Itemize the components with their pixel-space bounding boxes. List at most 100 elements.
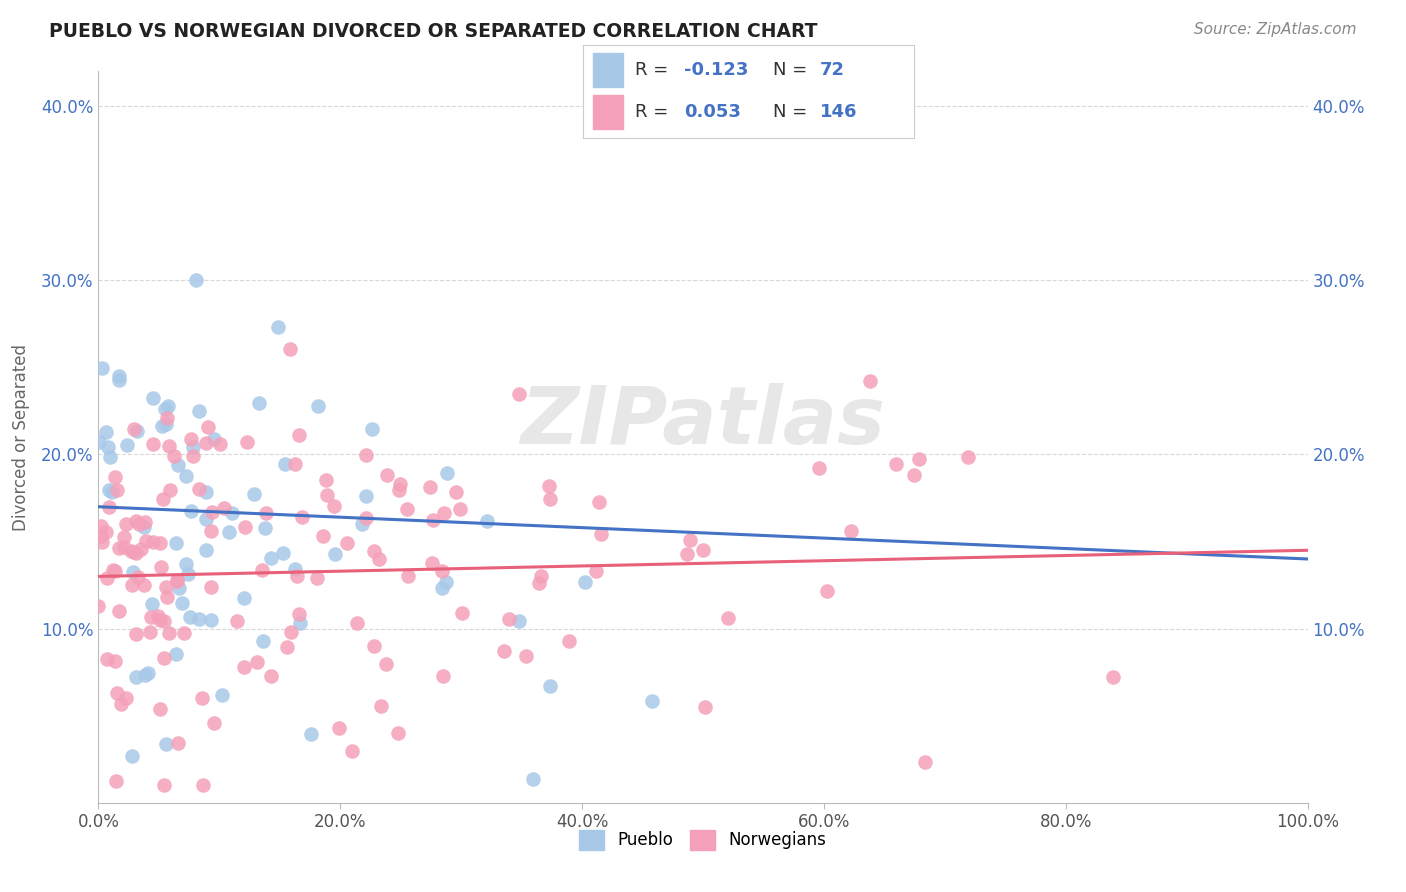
Point bbox=[676, 547, 699, 561]
Point bbox=[374, 657, 396, 671]
Point bbox=[155, 737, 177, 751]
Point bbox=[328, 721, 350, 735]
Point bbox=[101, 563, 124, 577]
Point bbox=[125, 627, 148, 641]
Point bbox=[112, 531, 135, 545]
Point bbox=[120, 543, 142, 558]
Point bbox=[574, 575, 596, 590]
Point bbox=[104, 470, 127, 484]
Point bbox=[307, 571, 329, 585]
Point bbox=[254, 506, 277, 520]
Point bbox=[105, 774, 128, 789]
Point bbox=[247, 395, 270, 409]
Text: R =: R = bbox=[634, 103, 673, 120]
Point bbox=[957, 450, 980, 465]
Point bbox=[98, 450, 121, 464]
Point bbox=[352, 517, 374, 532]
Text: PUEBLO VS NORWEGIAN DIVORCED OR SEPARATED CORRELATION CHART: PUEBLO VS NORWEGIAN DIVORCED OR SEPARATE… bbox=[49, 22, 818, 41]
Point bbox=[179, 609, 201, 624]
Point bbox=[492, 644, 515, 658]
Point bbox=[1102, 670, 1125, 684]
Point bbox=[436, 574, 458, 589]
Point bbox=[190, 691, 212, 706]
Point bbox=[155, 417, 177, 431]
Point bbox=[363, 543, 385, 558]
Point bbox=[141, 598, 163, 612]
Point bbox=[97, 500, 120, 515]
Bar bbox=[593, 95, 623, 129]
Point bbox=[186, 273, 208, 287]
Point bbox=[149, 536, 172, 550]
Point bbox=[166, 736, 188, 750]
Point bbox=[233, 519, 256, 533]
Point bbox=[125, 546, 148, 560]
Point bbox=[188, 482, 211, 496]
Point bbox=[288, 607, 311, 622]
Point bbox=[375, 467, 398, 482]
Point bbox=[114, 690, 136, 705]
Point bbox=[181, 441, 204, 455]
Point bbox=[288, 427, 311, 442]
Point bbox=[346, 616, 368, 631]
Point bbox=[475, 514, 498, 528]
Point bbox=[134, 516, 156, 530]
Point bbox=[233, 591, 256, 605]
Point bbox=[150, 418, 173, 433]
Point bbox=[197, 419, 219, 434]
Point bbox=[271, 546, 294, 560]
Point bbox=[194, 484, 217, 499]
Point bbox=[396, 569, 419, 583]
Text: R =: R = bbox=[634, 62, 673, 79]
Point bbox=[243, 487, 266, 501]
Point bbox=[692, 542, 714, 557]
Point bbox=[449, 502, 471, 516]
Point bbox=[432, 669, 454, 683]
Point bbox=[96, 652, 118, 666]
Point bbox=[157, 626, 180, 640]
Point bbox=[200, 580, 222, 594]
Point bbox=[312, 529, 335, 543]
Point bbox=[284, 457, 307, 471]
Point bbox=[226, 615, 249, 629]
Point bbox=[121, 749, 143, 764]
Point bbox=[98, 483, 121, 497]
Point bbox=[446, 484, 468, 499]
Point bbox=[194, 512, 217, 526]
Point bbox=[173, 625, 195, 640]
Point bbox=[152, 491, 174, 506]
Point bbox=[515, 649, 537, 664]
Point bbox=[202, 432, 225, 446]
Point bbox=[90, 518, 112, 533]
Point bbox=[267, 320, 290, 334]
Point bbox=[129, 542, 152, 557]
Point bbox=[522, 772, 544, 787]
Point bbox=[420, 556, 443, 570]
Point bbox=[363, 640, 385, 654]
Point bbox=[127, 570, 149, 584]
Point bbox=[125, 514, 148, 528]
Point bbox=[142, 437, 165, 451]
Text: 0.053: 0.053 bbox=[685, 103, 741, 120]
Point bbox=[191, 778, 214, 792]
Point bbox=[558, 634, 581, 648]
Point bbox=[323, 547, 346, 561]
Point bbox=[132, 520, 155, 534]
Point bbox=[108, 373, 131, 387]
Point bbox=[322, 500, 344, 514]
Point bbox=[430, 564, 453, 578]
Point bbox=[122, 565, 145, 579]
Point bbox=[252, 633, 274, 648]
Point bbox=[530, 569, 553, 583]
Point bbox=[156, 411, 179, 425]
Legend: Pueblo, Norwegians: Pueblo, Norwegians bbox=[572, 823, 834, 856]
Point bbox=[108, 368, 131, 383]
Point bbox=[108, 604, 131, 618]
Point bbox=[157, 439, 180, 453]
Point bbox=[212, 501, 235, 516]
Point bbox=[172, 596, 194, 610]
Point bbox=[127, 425, 149, 439]
Point bbox=[96, 425, 118, 439]
Point bbox=[163, 449, 186, 463]
Point bbox=[97, 440, 120, 454]
Point bbox=[388, 483, 411, 497]
